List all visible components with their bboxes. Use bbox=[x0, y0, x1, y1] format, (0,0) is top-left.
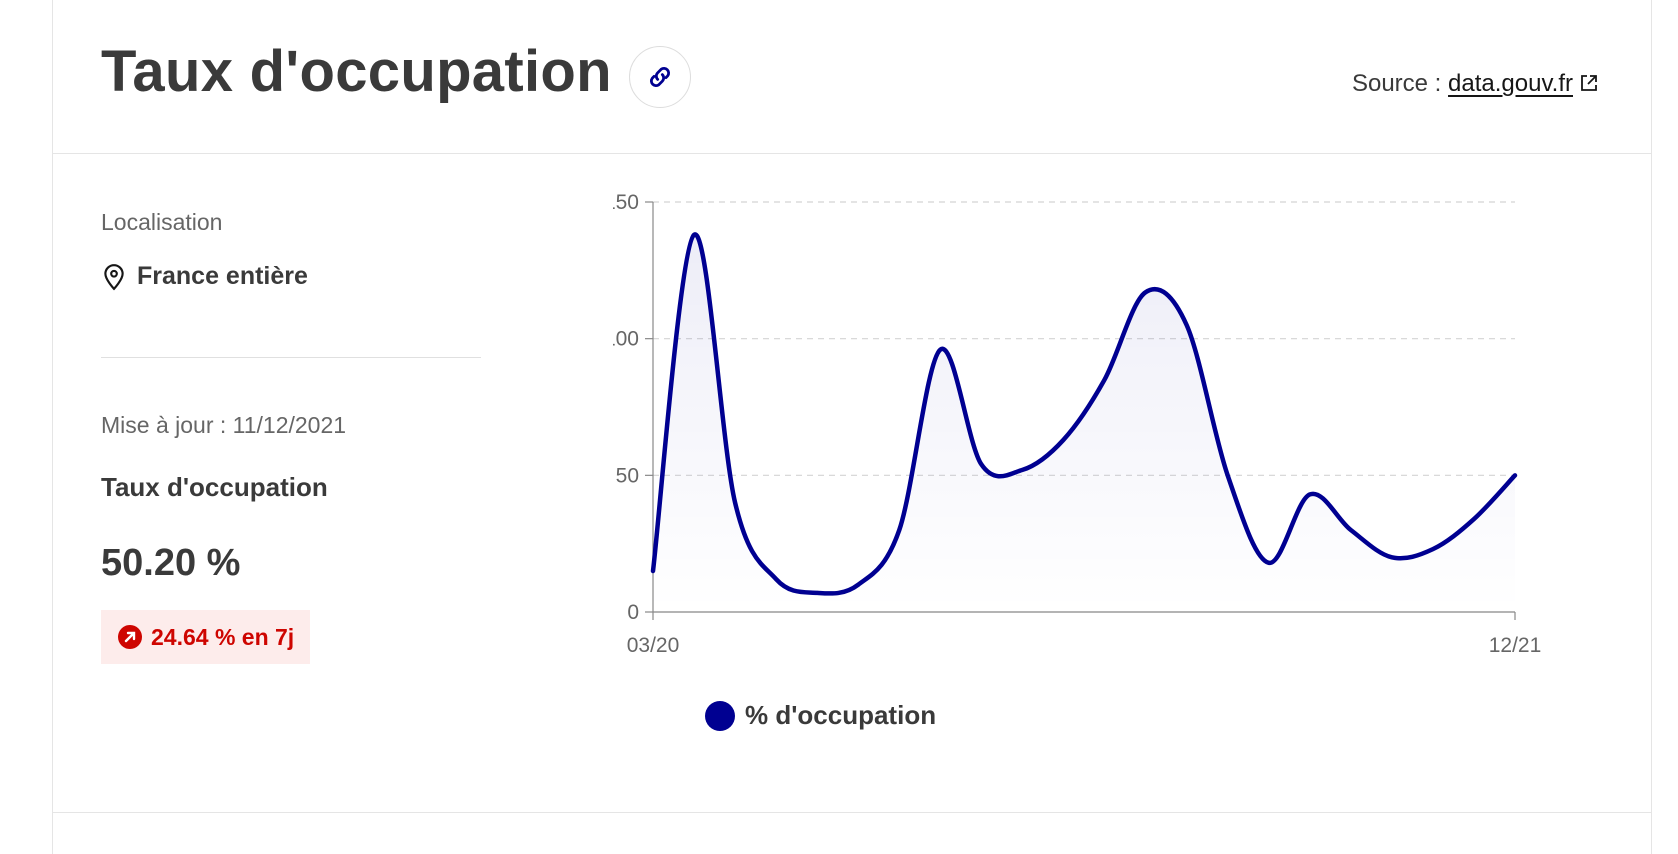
link-icon bbox=[649, 66, 671, 88]
source-link[interactable]: data.gouv.fr bbox=[1448, 70, 1573, 97]
series-line bbox=[650, 232, 1518, 596]
occupation-chart-svg: 0 50 100 150 03/20 12/21 bbox=[604, 191, 1542, 657]
y-tick-label: 50 bbox=[616, 464, 639, 487]
location-value: France entière bbox=[137, 262, 308, 290]
page-title: Taux d'occupation bbox=[101, 39, 612, 104]
source-attribution: Source : data.gouv.fr bbox=[1352, 70, 1599, 98]
series-area bbox=[653, 234, 1515, 612]
copy-link-button[interactable] bbox=[629, 46, 691, 108]
card-bottom-border bbox=[53, 812, 1651, 813]
metric-value: 50.20 % bbox=[101, 542, 241, 584]
update-date: Mise à jour : 11/12/2021 bbox=[101, 412, 347, 438]
y-tick-label: 0 bbox=[627, 601, 639, 624]
legend-label: % d'occupation bbox=[745, 700, 937, 730]
arrow-up-right-icon bbox=[118, 625, 142, 649]
y-tick-label: 100 bbox=[613, 328, 639, 351]
location-row: France entière bbox=[101, 262, 308, 291]
divider bbox=[101, 357, 481, 358]
trend-text: 24.64 % en 7j bbox=[151, 623, 295, 650]
chart-legend: % d'occupation bbox=[705, 700, 936, 731]
y-tick-label: 150 bbox=[613, 191, 639, 214]
x-tick-label: 12/21 bbox=[1489, 634, 1542, 657]
location-label: Localisation bbox=[101, 209, 223, 235]
card-header: Taux d'occupation Source : data.gouv.fr bbox=[53, 0, 1651, 154]
metric-label: Taux d'occupation bbox=[101, 472, 328, 502]
source-prefix: Source : bbox=[1351, 70, 1442, 97]
map-pin-icon bbox=[104, 263, 124, 290]
occupation-card: Taux d'occupation Source : data.gouv.fr … bbox=[52, 0, 1652, 854]
external-link-icon bbox=[1581, 75, 1597, 91]
trend-badge: 24.64 % en 7j bbox=[101, 610, 311, 664]
legend-swatch bbox=[705, 700, 735, 731]
x-tick-label: 03/20 bbox=[627, 634, 680, 657]
occupation-chart: 0 50 100 150 03/20 12/21 bbox=[604, 186, 1613, 681]
